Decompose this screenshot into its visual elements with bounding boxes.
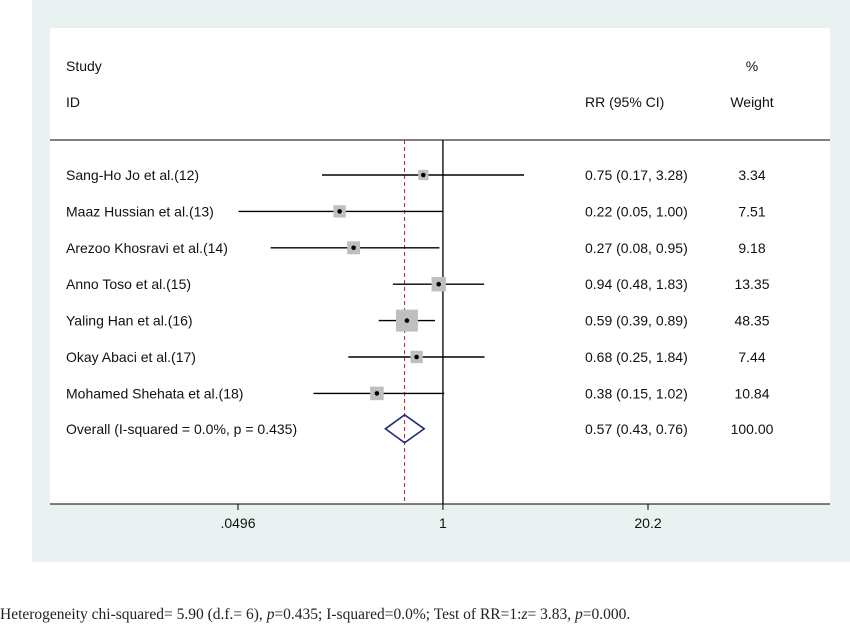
- heterogeneity-note: Heterogeneity chi-squared= 5.90 (d.f.= 6…: [0, 606, 850, 630]
- x-tick-label: 1: [439, 515, 447, 531]
- study-label: Okay Abaci et al.(17): [66, 349, 196, 365]
- point-estimate: [374, 391, 380, 396]
- note-p-symbol-1: p: [266, 606, 275, 623]
- overall-weight-text: 100.00: [731, 421, 774, 437]
- ci-text: 0.22 (0.05, 1.00): [585, 203, 688, 219]
- note-part-3: = 3.83,: [527, 606, 575, 623]
- x-tick-label: .0496: [220, 515, 255, 531]
- weight-text: 9.18: [738, 240, 765, 256]
- ci-text: 0.94 (0.48, 1.83): [585, 276, 688, 292]
- ci-text: 0.38 (0.15, 1.02): [585, 385, 688, 401]
- header-id: ID: [66, 94, 80, 110]
- point-estimate: [404, 318, 410, 323]
- note-z-symbol: z: [521, 606, 528, 623]
- study-label: Anno Toso et al.(15): [66, 276, 191, 292]
- study-label: Sang-Ho Jo et al.(12): [66, 167, 199, 183]
- weight-text: 3.34: [738, 167, 765, 183]
- weight-text: 48.35: [734, 313, 769, 329]
- note-p-symbol-2: p: [574, 606, 583, 623]
- note-part-1: Heterogeneity chi-squared= 5.90 (d.f.= 6…: [0, 606, 267, 623]
- header-rr: RR (95% CI): [585, 94, 664, 110]
- header-percent: %: [746, 58, 758, 74]
- weight-text: 13.35: [734, 276, 769, 292]
- study-label: Mohamed Shehata et al.(18): [66, 385, 243, 401]
- study-label: Arezoo Khosravi et al.(14): [66, 240, 228, 256]
- note-part-2: =0.435; I-squared=0.0%; Test of RR=1:: [274, 606, 522, 623]
- overall-label: Overall (I-squared = 0.0%, p = 0.435): [66, 421, 297, 437]
- weight-text: 10.84: [734, 385, 769, 401]
- plot-area: [50, 28, 830, 504]
- forest-plot-canvas: Study ID RR (95% CI) % Weight Sang-Ho Jo…: [32, 0, 850, 562]
- ci-text: 0.68 (0.25, 1.84): [585, 349, 688, 365]
- weight-text: 7.51: [738, 203, 765, 219]
- study-label: Yaling Han et al.(16): [66, 313, 193, 329]
- point-estimate: [414, 354, 419, 360]
- header-weight: Weight: [730, 94, 773, 110]
- weight-text: 7.44: [738, 349, 765, 365]
- point-estimate: [436, 281, 442, 287]
- point-estimate: [351, 245, 356, 251]
- point-estimate: [337, 209, 342, 214]
- study-label: Maaz Hussian et al.(13): [66, 203, 214, 219]
- ci-text: 0.27 (0.08, 0.95): [585, 240, 688, 256]
- note-part-4: =0.000.: [582, 606, 631, 623]
- overall-ci-text: 0.57 (0.43, 0.76): [585, 421, 688, 437]
- header-study: Study: [66, 58, 102, 74]
- x-tick-label: 20.2: [634, 515, 661, 531]
- ci-text: 0.59 (0.39, 0.89): [585, 313, 688, 329]
- overall-diamond: [384, 413, 426, 444]
- ci-text: 0.75 (0.17, 3.28): [585, 167, 688, 183]
- forest-marks: Sang-Ho Jo et al.(12) 0.75 (0.17, 3.28) 3.…: [66, 140, 774, 531]
- point-estimate: [421, 172, 426, 178]
